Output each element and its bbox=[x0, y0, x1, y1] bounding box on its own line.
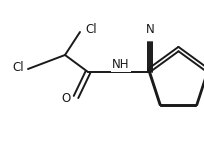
Text: Cl: Cl bbox=[12, 62, 24, 75]
Text: NH: NH bbox=[112, 59, 129, 71]
Text: Cl: Cl bbox=[85, 24, 96, 36]
Text: N: N bbox=[145, 24, 154, 36]
Text: O: O bbox=[61, 92, 71, 106]
